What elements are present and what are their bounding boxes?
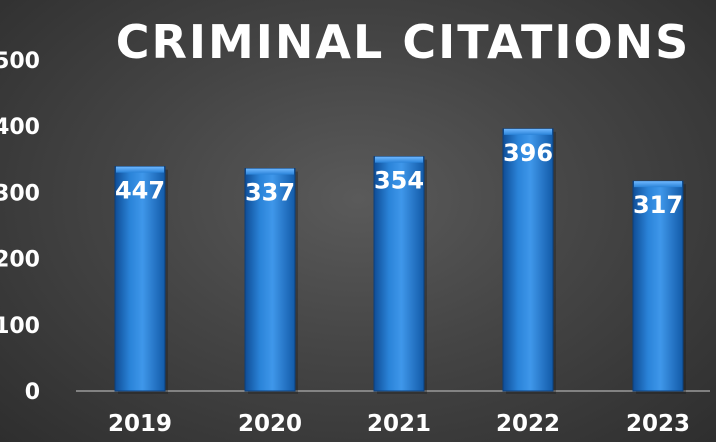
y-axis-ticks: 0 100 200 300 400 500 — [0, 49, 40, 405]
x-tick-label: 2020 — [238, 411, 302, 437]
x-axis-ticks: 2019 2020 2021 2022 2023 — [108, 411, 690, 437]
bar-top-bevel — [634, 181, 682, 188]
y-tick-label: 0 — [25, 380, 40, 405]
bar-data-label: 317 — [633, 191, 683, 219]
y-tick-label: 200 — [0, 248, 40, 273]
bar-top-bevel — [504, 128, 552, 135]
bars-group: 447 337 354 396 317 — [114, 128, 686, 394]
x-tick-label: 2019 — [108, 411, 172, 437]
bar — [244, 168, 296, 392]
bar-data-label: 447 — [115, 177, 165, 205]
bar — [114, 166, 166, 392]
bar-data-label: 337 — [245, 179, 295, 207]
bar — [502, 128, 554, 392]
chart-title: CRIMINAL CITATIONS — [116, 15, 691, 69]
x-tick-label: 2023 — [626, 411, 690, 437]
bar-data-label: 354 — [374, 167, 424, 195]
bar-top-bevel — [246, 168, 294, 175]
x-tick-label: 2021 — [367, 411, 431, 437]
y-tick-label: 100 — [0, 314, 40, 339]
bar-top-bevel — [375, 156, 423, 163]
bar — [632, 180, 684, 392]
bar-top-bevel — [116, 166, 164, 173]
bar — [373, 156, 425, 392]
y-tick-label: 300 — [0, 181, 40, 206]
y-tick-label: 500 — [0, 49, 40, 74]
y-tick-label: 400 — [0, 115, 40, 140]
x-tick-label: 2022 — [496, 411, 560, 437]
bar-data-label: 396 — [503, 139, 553, 167]
